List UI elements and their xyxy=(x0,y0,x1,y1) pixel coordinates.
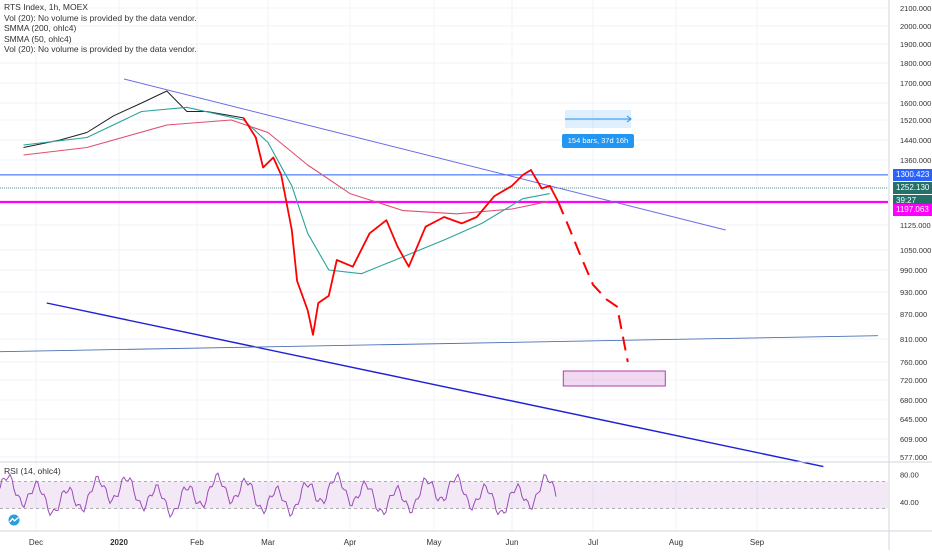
trendline xyxy=(123,78,726,231)
price-highlight xyxy=(242,117,559,336)
legend-title[interactable]: RTS Index, 1h, MOEX xyxy=(4,2,88,12)
legend-line-vol[interactable]: Vol (20): No volume is provided by the d… xyxy=(4,12,197,23)
chart-legend: RTS Index, 1h, MOEX Vol (20): No volume … xyxy=(4,2,197,55)
trendline xyxy=(46,302,824,468)
measure-label[interactable]: 154 bars, 37d 16h xyxy=(562,134,634,148)
price-tick-label: 990.000 xyxy=(900,266,927,275)
rsi-series xyxy=(0,471,557,519)
rsi-band xyxy=(0,481,888,509)
price-tick-label: 1125.000 xyxy=(900,221,931,230)
price-tick-label: 577.000 xyxy=(900,453,927,462)
price-tick-label: 1900.000 xyxy=(900,40,931,49)
tradingview-logo-icon[interactable] xyxy=(6,514,22,526)
price-tick-label: 2100.000 xyxy=(900,4,931,13)
rsi-legend[interactable]: RSI (14, ohlc4) xyxy=(4,466,61,476)
price-tick-label: 720.000 xyxy=(900,376,927,385)
time-tick-label: Apr xyxy=(344,538,357,547)
price-tick-label: 1800.000 xyxy=(900,59,931,68)
smma200-series xyxy=(23,119,550,215)
price-tag-green: 1252.130 xyxy=(893,182,932,194)
time-tick-label: Dec xyxy=(29,538,43,547)
price-tick-label: 810.000 xyxy=(900,335,927,344)
rsi-pane xyxy=(0,471,888,519)
series xyxy=(23,90,629,363)
price-tag-magenta: 1197.063 xyxy=(893,204,932,216)
legend-line-smma50[interactable]: SMMA (50, ohlc4) xyxy=(4,33,72,44)
time-tick-label: Feb xyxy=(190,538,204,547)
price-tick-label: 1520.000 xyxy=(900,116,931,125)
time-tick-label: 2020 xyxy=(110,538,128,547)
time-tick-label: Jul xyxy=(588,538,598,547)
price-tick-label: 760.000 xyxy=(900,358,927,367)
price-tick-label: 680.000 xyxy=(900,396,927,405)
time-tick-label: Mar xyxy=(261,538,275,547)
rsi-tick-label: 80.00 xyxy=(900,471,919,480)
time-tick-label: Aug xyxy=(669,538,683,547)
time-tick-label: Jun xyxy=(506,538,519,547)
time-tick-label: Sep xyxy=(750,538,765,547)
measure-arrowhead xyxy=(626,115,632,123)
price-tick-label: 1050.000 xyxy=(900,246,931,255)
rsi-tick-label: 40.00 xyxy=(900,498,919,507)
price-tick-label: 870.000 xyxy=(900,310,927,319)
smma50-series xyxy=(23,106,550,275)
target-zone-box xyxy=(562,370,666,387)
price-tick-label: 1600.000 xyxy=(900,99,931,108)
price-tick-label: 2000.000 xyxy=(900,22,931,31)
legend-line-vol-2[interactable]: Vol (20): No volume is provided by the d… xyxy=(4,44,197,55)
legend-line-smma200[interactable]: SMMA (200, ohlc4) xyxy=(4,23,77,34)
price-tick-label: 645.000 xyxy=(900,415,927,424)
price-tick-label: 930.000 xyxy=(900,288,927,297)
drawings xyxy=(0,78,888,468)
time-tick-label: May xyxy=(426,538,441,547)
trendline xyxy=(0,335,879,353)
projection-line xyxy=(556,200,629,363)
price-tag-blue: 1300.423 xyxy=(893,169,932,181)
price-tick-label: 1440.000 xyxy=(900,136,931,145)
price-tick-label: 609.000 xyxy=(900,435,927,444)
price-tick-label: 1360.000 xyxy=(900,156,931,165)
price-tick-label: 1700.000 xyxy=(900,79,931,88)
